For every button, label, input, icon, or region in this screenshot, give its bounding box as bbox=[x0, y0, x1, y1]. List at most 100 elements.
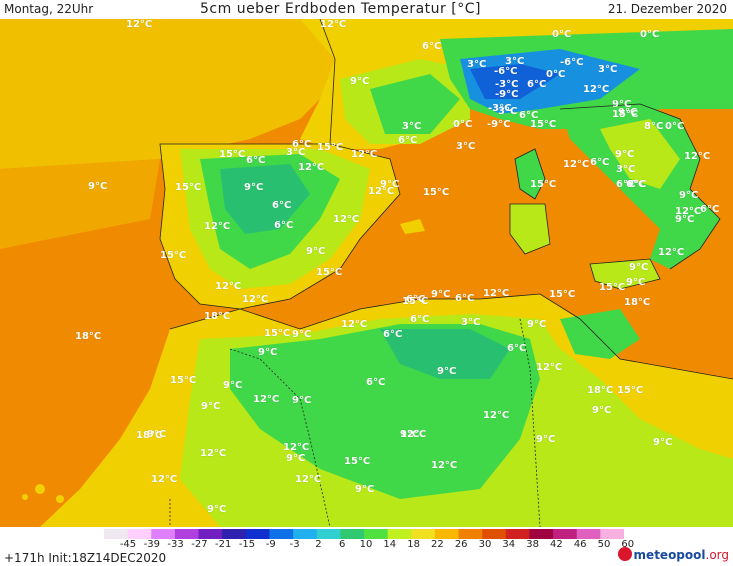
temperature-label: 9°C bbox=[350, 76, 370, 87]
temperature-label: 9°C bbox=[612, 99, 632, 110]
temperature-label: 15°C bbox=[402, 296, 429, 307]
colorbar-segment bbox=[364, 529, 389, 539]
temperature-label: 12°C bbox=[675, 206, 702, 217]
temperature-label: 3°C bbox=[598, 64, 618, 75]
temperature-label: -6°C bbox=[560, 57, 584, 68]
colorbar-tick-label: -21 bbox=[215, 539, 232, 550]
temperature-label: 12°C bbox=[242, 294, 269, 305]
balearic-islands bbox=[400, 219, 425, 234]
temperature-label: 9°C bbox=[627, 179, 647, 190]
temperature-label: 6°C bbox=[383, 329, 403, 340]
temperature-label: 9°C bbox=[286, 453, 306, 464]
corsica bbox=[515, 149, 545, 199]
temperature-label: -6°C bbox=[494, 66, 518, 77]
temperature-label: 6°C bbox=[527, 79, 547, 90]
temperature-label: 9°C bbox=[615, 149, 635, 160]
temperature-label: 9°C bbox=[629, 262, 649, 273]
temperature-label: 12°C bbox=[563, 159, 590, 170]
coastlines bbox=[159, 19, 733, 527]
logo-main-text: meteopool bbox=[633, 548, 706, 562]
temperature-label: 12°C bbox=[341, 319, 368, 330]
temperature-label: 12°C bbox=[368, 186, 395, 197]
colorbar-segment bbox=[245, 529, 270, 539]
colorbar-segment bbox=[340, 529, 365, 539]
sardinia bbox=[510, 204, 550, 254]
colorbar-segment bbox=[387, 529, 412, 539]
temperature-label: 12°C bbox=[658, 247, 685, 258]
temperature-label: 12°C bbox=[320, 19, 347, 30]
temperature-label: 12°C bbox=[253, 394, 280, 405]
temperature-label: 9°C bbox=[592, 405, 612, 416]
temperature-label: 9°C bbox=[223, 380, 243, 391]
colorbar-tick-label: 10 bbox=[359, 539, 373, 550]
colorbar-segment bbox=[198, 529, 223, 539]
sicily bbox=[590, 259, 660, 289]
canary-island bbox=[22, 494, 28, 500]
colorbar-tick-label: 50 bbox=[597, 539, 611, 550]
colorbar-segment bbox=[269, 529, 294, 539]
temperature-label: 9°C bbox=[527, 319, 547, 330]
colorbar-tick-label: -9 bbox=[265, 539, 276, 550]
colorbar-tick-label: 6 bbox=[339, 539, 346, 550]
massif-central bbox=[370, 74, 460, 134]
temperature-label: 9°C bbox=[626, 277, 646, 288]
temperature-label: 18°C bbox=[204, 311, 231, 322]
temperature-label: 9°C bbox=[306, 246, 326, 257]
temperature-label: 9°C bbox=[675, 214, 695, 225]
canary-island bbox=[56, 495, 64, 503]
temperature-label: 15°C bbox=[160, 250, 187, 261]
temperature-label: 6°C bbox=[507, 343, 527, 354]
north-atlantic-band bbox=[0, 19, 360, 169]
temperature-label: 12°C bbox=[200, 448, 227, 459]
colorbar-tick-label: 34 bbox=[502, 539, 516, 550]
temperature-label: 12°C bbox=[684, 151, 711, 162]
temperature-label: 9°C bbox=[653, 437, 673, 448]
temperature-label: 12°C bbox=[215, 281, 242, 292]
temperature-label: 12°C bbox=[151, 474, 178, 485]
temperature-label: 18°C bbox=[624, 297, 651, 308]
temperature-label: 6°C bbox=[590, 157, 610, 168]
colorbar-segment bbox=[316, 529, 341, 539]
italy-land bbox=[560, 104, 720, 269]
colorbar-tick-label: 2 bbox=[315, 539, 322, 550]
temperature-label: 0°C bbox=[453, 119, 473, 130]
temperature-label: 6°C bbox=[272, 200, 292, 211]
map-header: Montag, 22Uhr 5cm ueber Erdboden Tempera… bbox=[0, 0, 733, 19]
temperature-label: 6°C bbox=[246, 155, 266, 166]
temperature-label: 9°C bbox=[207, 504, 227, 515]
colorbar-segment bbox=[127, 529, 152, 539]
colorbar-tick-label: 18 bbox=[407, 539, 420, 550]
temperature-label: 12°C bbox=[351, 149, 378, 160]
temperature-label: 15°C bbox=[175, 182, 202, 193]
meseta-cold bbox=[220, 164, 310, 234]
temperature-label: 12°C bbox=[333, 214, 360, 225]
temperature-label: 3°C bbox=[616, 164, 636, 175]
temperature-label: 9°C bbox=[292, 395, 312, 406]
temperature-label: 3°C bbox=[286, 147, 306, 158]
colorbar-tick-label: 26 bbox=[454, 539, 468, 550]
colorbar-tick-label: 22 bbox=[431, 539, 444, 550]
temperature-label: 15°C bbox=[264, 328, 291, 339]
colorbar-tick-label: -45 bbox=[119, 539, 137, 550]
colorbar-tick-label: -39 bbox=[143, 539, 160, 550]
temperature-label: 18°C bbox=[75, 331, 102, 342]
tunisia-north bbox=[560, 309, 640, 359]
temperature-label: 9°C bbox=[536, 434, 556, 445]
alps-high bbox=[470, 64, 560, 99]
temperature-label: 6°C bbox=[406, 294, 426, 305]
temperature-label: 0°C bbox=[546, 69, 566, 80]
temperature-label: 6°C bbox=[366, 377, 386, 388]
temperature-label: 12°C bbox=[483, 410, 510, 421]
map-title: 5cm ueber Erdboden Temperatur [°C] bbox=[200, 1, 481, 17]
colorbar-segment bbox=[529, 529, 554, 539]
temperature-label: 6°C bbox=[519, 110, 539, 121]
temperature-label: 15°C bbox=[316, 267, 343, 278]
temperature-label: 15°C bbox=[530, 119, 557, 130]
temperature-map: 12°C 12°C 6°C 0°C 0°C 3°C -6°C 3°C -6°C 9°C 0°C 3°C… bbox=[0, 19, 733, 527]
temperature-label: 18°C bbox=[587, 385, 614, 396]
temperature-label: 9°C bbox=[437, 366, 457, 377]
temperature-label: 9°C bbox=[88, 181, 108, 192]
colorbar-tick-label: -15 bbox=[238, 539, 256, 550]
temperature-label: 6°C bbox=[274, 220, 294, 231]
temperature-label: 15°C bbox=[344, 456, 371, 467]
